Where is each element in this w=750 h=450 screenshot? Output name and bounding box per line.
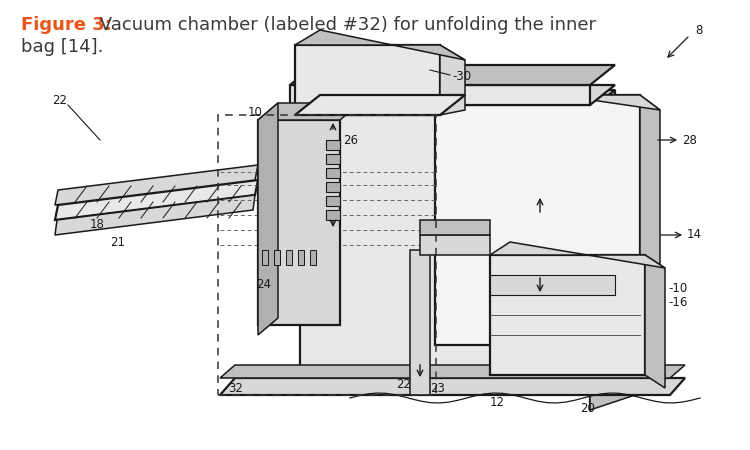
- Text: 28: 28: [682, 134, 697, 147]
- Polygon shape: [420, 235, 490, 255]
- Polygon shape: [55, 165, 258, 205]
- Polygon shape: [262, 250, 268, 265]
- Polygon shape: [326, 140, 340, 150]
- Polygon shape: [220, 365, 685, 378]
- Polygon shape: [490, 255, 645, 375]
- Text: 21: 21: [110, 235, 125, 248]
- Polygon shape: [590, 105, 650, 410]
- Polygon shape: [310, 250, 316, 265]
- Polygon shape: [220, 378, 685, 395]
- Polygon shape: [640, 95, 660, 360]
- Bar: [218, 115, 436, 395]
- Polygon shape: [326, 168, 340, 178]
- Text: -10: -10: [668, 282, 687, 294]
- Polygon shape: [326, 182, 340, 192]
- Polygon shape: [300, 110, 590, 390]
- Polygon shape: [290, 85, 615, 105]
- Polygon shape: [295, 95, 465, 115]
- Polygon shape: [490, 242, 665, 268]
- Polygon shape: [490, 275, 615, 295]
- Polygon shape: [326, 210, 340, 220]
- Text: 18: 18: [90, 219, 105, 231]
- Polygon shape: [435, 95, 640, 345]
- Text: 26: 26: [343, 134, 358, 147]
- Polygon shape: [300, 90, 615, 110]
- Polygon shape: [298, 250, 304, 265]
- Polygon shape: [290, 65, 615, 85]
- Polygon shape: [55, 180, 258, 220]
- Polygon shape: [590, 90, 615, 410]
- Polygon shape: [420, 220, 490, 235]
- Polygon shape: [645, 255, 665, 388]
- Text: 22: 22: [396, 378, 411, 392]
- Polygon shape: [290, 85, 590, 105]
- Text: 23: 23: [430, 382, 445, 395]
- Text: 20: 20: [580, 401, 595, 414]
- Polygon shape: [440, 45, 465, 115]
- Text: -30: -30: [452, 69, 471, 82]
- Polygon shape: [410, 250, 430, 395]
- Text: -16: -16: [668, 296, 687, 309]
- Polygon shape: [55, 195, 255, 235]
- Polygon shape: [326, 154, 340, 164]
- Polygon shape: [258, 103, 360, 120]
- Polygon shape: [295, 30, 465, 60]
- Text: Figure 3:: Figure 3:: [21, 16, 112, 34]
- Polygon shape: [258, 103, 278, 335]
- Text: Vacuum chamber (labeled #32) for unfolding the inner: Vacuum chamber (labeled #32) for unfoldi…: [94, 16, 596, 34]
- Text: bag [14].: bag [14].: [21, 38, 104, 56]
- Text: 8: 8: [695, 23, 702, 36]
- Polygon shape: [435, 80, 660, 110]
- Text: 10: 10: [248, 105, 262, 118]
- Text: 12: 12: [490, 396, 505, 409]
- Polygon shape: [326, 196, 340, 206]
- Polygon shape: [258, 120, 340, 325]
- Text: 24: 24: [256, 279, 271, 292]
- Polygon shape: [274, 250, 280, 265]
- Polygon shape: [295, 45, 440, 115]
- Polygon shape: [286, 250, 292, 265]
- Text: 22: 22: [52, 94, 67, 107]
- Text: 32: 32: [228, 382, 243, 395]
- Text: 14: 14: [687, 229, 702, 242]
